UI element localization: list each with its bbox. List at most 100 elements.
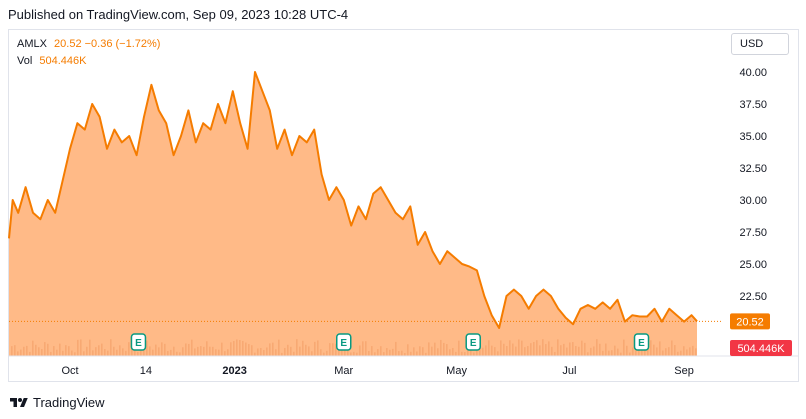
volume-bar [287,344,289,356]
volume-bar [236,339,238,356]
volume-bar [695,348,697,356]
volume-bar [662,350,664,356]
volume-bar [341,349,343,356]
volume-bar [572,342,574,356]
volume-bar [98,345,100,356]
volume-bar [170,349,172,356]
volume-bar [617,348,619,356]
volume-bar [419,346,421,356]
x-tick-label: Sep [674,365,694,377]
volume-bar [404,352,406,356]
volume-bar [32,340,34,356]
volume-bar [650,340,652,356]
volume-bar [647,348,649,356]
volume-bar [317,340,319,356]
volume-bar [221,342,223,356]
volume-bar [56,349,58,356]
y-tick-label: 25.00 [739,259,767,271]
volume-bar [377,349,379,356]
earnings-marker[interactable] [130,333,147,351]
footer-brand[interactable]: TradingView [8,395,105,410]
volume-bar [488,340,490,356]
volume-bar [263,349,265,356]
footer-brand-label: TradingView [33,395,105,410]
volume-bar [593,346,595,356]
published-line: Published on TradingView.com, Sep 09, 20… [8,7,349,22]
volume-bar [365,341,367,356]
volume-bar [434,342,436,356]
volume-bar [500,340,502,356]
volume-bar [653,344,655,356]
volume-bar [362,341,364,356]
volume-bar [554,351,556,356]
volume-bar [104,349,106,356]
volume-bar [464,352,466,356]
volume-bar [458,340,460,356]
volume-bar [86,346,88,356]
volume-badge [730,340,792,356]
volume-bar [11,346,13,356]
volume-bar [398,351,400,356]
volume-bar [416,351,418,356]
earnings-marker[interactable] [633,333,650,351]
volume-bar [38,347,40,356]
volume-bar [545,344,547,356]
x-tick-label: May [446,365,467,377]
volume-bar [257,348,259,356]
volume-bar [266,347,268,356]
volume-bar [335,343,337,356]
earnings-marker[interactable] [336,333,352,351]
volume-bar [494,347,496,356]
volume-bar [350,352,352,356]
volume-bar [422,347,424,356]
price-line[interactable] [8,71,698,329]
volume-bar [242,340,244,356]
volume-bar [560,345,562,356]
volume-bar [569,342,571,356]
volume-bar [311,351,313,356]
volume-bar [581,340,583,356]
volume-bar [407,344,409,356]
volume-bar [65,345,67,356]
volume-bar [128,342,130,356]
currency-button[interactable]: USD [731,33,789,55]
volume-bar [437,348,439,356]
earnings-marker[interactable] [465,333,481,351]
volume-bar [278,339,280,356]
volume-bar [74,352,76,356]
volume-bar [323,352,325,356]
volume-bar [296,339,298,356]
volume-bar [68,346,70,356]
volume-bar [677,351,679,356]
volume-bar [89,339,91,356]
x-tick-label: Mar [334,365,353,377]
volume-bar [131,348,133,356]
volume-bar [293,351,295,356]
volume-bar [452,347,454,356]
volume-bar [371,346,373,356]
volume-bar [509,340,511,356]
volume-bar [611,350,613,356]
volume-bar [47,343,49,356]
volume-bar [602,350,604,356]
y-tick-label: 35.00 [739,131,767,143]
volume-bar [200,346,202,356]
volume-bar [620,352,622,356]
volume-bar [605,343,607,356]
volume-bar [164,343,166,356]
volume-bar [83,351,85,356]
volume-bar [683,346,685,356]
volume-bar [467,350,469,356]
volume-bar [548,341,550,356]
volume-bar [77,339,79,356]
volume-bar [680,350,682,356]
volume-bar [473,352,475,356]
volume-bar [284,347,286,356]
volume-bar [608,350,610,356]
volume-bar [359,345,361,356]
price-badge [730,313,770,330]
volume-bar [440,339,442,356]
volume-bar [23,346,25,356]
volume-bar [224,351,226,356]
